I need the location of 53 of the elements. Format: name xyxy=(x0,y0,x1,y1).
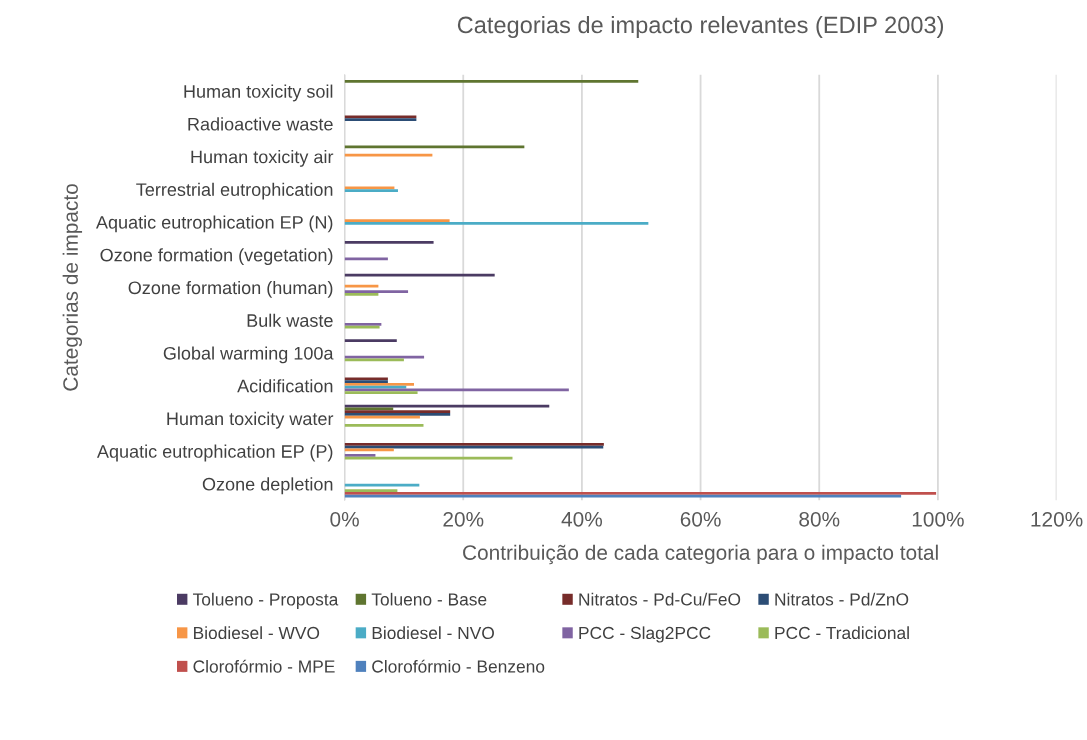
bar xyxy=(344,453,376,457)
y-tick-label: Ozone formation (human) xyxy=(128,280,333,298)
x-tick-label: 80% xyxy=(799,511,840,527)
y-tick-label: Human toxicity soil xyxy=(184,84,333,102)
bar xyxy=(344,388,569,392)
y-tick-label: Ozone depletion xyxy=(202,477,333,495)
bar xyxy=(344,492,937,495)
legend-label: Tolueno - Base xyxy=(371,592,487,606)
y-tick-label: Global warming 100a xyxy=(163,346,334,364)
bar xyxy=(344,339,397,342)
legend-label: PCC - Slag2PCC xyxy=(579,626,711,643)
chart-title: Categorias de impacto relevantes (EDIP 2003) xyxy=(457,15,944,38)
bar xyxy=(344,489,398,493)
y-tick-label: Aquatic eutrophication EP (N) xyxy=(95,215,333,233)
x-axis-title: Contribuição de cada categoria para o impacto total xyxy=(463,544,938,565)
bar xyxy=(344,222,649,225)
x-tick-label: 0% xyxy=(330,511,359,527)
legend-label: Clorofórmio - MPE xyxy=(193,659,335,673)
y-tick-label: Acidification xyxy=(237,379,333,393)
y-tick-label: Human toxicity water xyxy=(167,411,334,429)
bar xyxy=(344,219,450,223)
x-tick-label: 60% xyxy=(680,511,721,527)
y-tick-label: Terrestrial eutrophication xyxy=(136,182,333,200)
bar xyxy=(344,382,414,386)
bar xyxy=(344,80,639,83)
y-tick-label: Bulk waste xyxy=(247,313,333,327)
legend-label: Nitratos - Pd-Cu/FeO xyxy=(579,592,741,606)
bar xyxy=(344,483,420,487)
x-tick-label: 100% xyxy=(912,511,964,527)
y-tick-label: Human toxicity air xyxy=(191,150,334,167)
legend-label: PCC - Tradicional xyxy=(775,626,909,640)
x-tick-label: 40% xyxy=(561,511,603,527)
legend-label: Biodiesel - NVO xyxy=(372,626,494,640)
bar xyxy=(344,358,404,362)
legend-label: Clorofórmio - Benzeno xyxy=(372,659,545,673)
bar xyxy=(344,407,394,411)
legend-label: Tolueno - Proposta xyxy=(193,592,339,610)
bar xyxy=(344,290,409,293)
legend-label: Biodiesel - WVO xyxy=(194,626,320,640)
bar xyxy=(344,423,424,427)
bar xyxy=(344,292,379,296)
legend-label: Nitratos - Pd/ZnO xyxy=(775,592,909,606)
y-tick-label: Aquatic eutrophication EP (P) xyxy=(96,444,333,462)
bar xyxy=(344,153,433,157)
bar xyxy=(344,241,434,244)
bar xyxy=(344,494,902,498)
y-tick-label: Radioactive waste xyxy=(188,117,333,131)
x-tick-label: 20% xyxy=(443,511,484,527)
bar xyxy=(344,448,394,452)
y-tick-label: Ozone formation (vegetation) xyxy=(100,248,333,266)
x-tick-label: 120% xyxy=(1031,511,1083,527)
bar xyxy=(344,391,418,394)
y-axis-title: Categorias de impacto xyxy=(62,184,83,391)
